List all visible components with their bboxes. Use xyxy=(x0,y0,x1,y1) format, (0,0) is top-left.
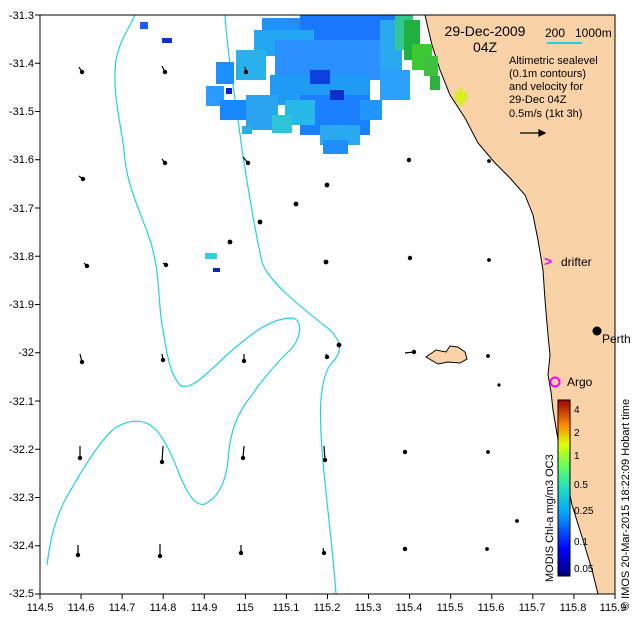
argo-marker xyxy=(549,376,561,388)
lon-label: 115.1 xyxy=(273,602,300,614)
rottnest-island xyxy=(425,345,468,365)
lat-label: -32.5 xyxy=(9,588,34,600)
lat-label: -32 xyxy=(18,347,34,359)
lon-label: 115.3 xyxy=(355,602,382,614)
argo-label: Argo xyxy=(567,375,593,389)
lon-label: 115.6 xyxy=(478,602,505,614)
lon-label: 114.9 xyxy=(191,602,218,614)
lon-label: 115.4 xyxy=(396,602,423,614)
legend-text: Altimetric sealevel (0.1m contours) and … xyxy=(509,55,598,120)
lon-label: 114.6 xyxy=(68,602,95,614)
credit-text: © IMOS 20-Mar-2015 18:22:09 Hobart time xyxy=(620,399,632,610)
svg-text:4: 4 xyxy=(574,405,580,416)
map-date: 29-Dec-2009 xyxy=(445,23,526,39)
lat-label: -31.9 xyxy=(9,299,34,311)
reference-arrow xyxy=(520,129,547,137)
velocity-arrows xyxy=(75,65,519,559)
drifter-marker: > xyxy=(544,253,552,269)
lon-label: 115.5 xyxy=(437,602,464,614)
lat-label: -31.8 xyxy=(9,251,34,263)
lon-label: 115 xyxy=(236,602,254,614)
map-time: 04Z xyxy=(473,39,498,55)
lon-label: 115.2 xyxy=(314,602,341,614)
svg-text:Altimetric sealevel: Altimetric sealevel xyxy=(509,55,598,67)
lon-label: 115.9 xyxy=(600,602,627,614)
colorbar-title: MODIS Chl-a mg/m3 OC3 xyxy=(544,454,556,582)
lat-label: -32.4 xyxy=(9,540,34,552)
lat-label: -31.7 xyxy=(9,203,34,215)
lon-label: 115.8 xyxy=(560,602,587,614)
svg-text:1: 1 xyxy=(574,451,580,462)
svg-text:and velocity for: and velocity for xyxy=(509,81,583,93)
svg-text:0.5: 0.5 xyxy=(574,480,588,491)
lon-label: 114.7 xyxy=(109,602,136,614)
perth-dot xyxy=(592,326,602,336)
lat-label: -31.6 xyxy=(9,154,34,166)
svg-text:2: 2 xyxy=(574,428,580,439)
svg-text:0.1: 0.1 xyxy=(574,537,588,548)
lon-label: 115.7 xyxy=(519,602,546,614)
depth-label-1000: 1000m xyxy=(575,26,612,40)
isobath-200m xyxy=(224,15,340,594)
lat-label: -32.2 xyxy=(9,444,34,456)
svg-text:(0.1m contours): (0.1m contours) xyxy=(509,68,586,80)
chlorophyll-swath xyxy=(140,15,467,272)
perth-label: Perth xyxy=(602,332,631,346)
lat-label: -32.1 xyxy=(9,396,34,408)
longitude-axis: 114.5 114.6 114.7 114.8 114.9 115 115.1 … xyxy=(27,602,627,614)
lon-label: 114.8 xyxy=(150,602,177,614)
colorbar-ticks: 4 2 1 0.5 0.25 0.1 0.05 xyxy=(574,405,594,575)
svg-text:0.5m/s (1kt 3h): 0.5m/s (1kt 3h) xyxy=(509,108,582,120)
svg-text:0.25: 0.25 xyxy=(574,506,594,517)
lat-label: -31.4 xyxy=(9,58,34,70)
latitude-axis: -31.3 -31.4 -31.5 -31.6 -31.7 -31.8 -31.… xyxy=(9,10,34,600)
isobath-1000m xyxy=(46,15,301,566)
svg-text:0.05: 0.05 xyxy=(574,564,594,575)
colorbar xyxy=(557,399,571,577)
depth-label-200: 200 xyxy=(545,26,565,40)
lon-label: 114.5 xyxy=(27,602,54,614)
lat-label: -31.5 xyxy=(9,106,34,118)
lat-label: -32.3 xyxy=(9,492,34,504)
svg-text:29-Dec 04Z: 29-Dec 04Z xyxy=(509,94,567,106)
drifter-label: drifter xyxy=(561,255,592,269)
lat-label: -31.3 xyxy=(9,10,34,22)
